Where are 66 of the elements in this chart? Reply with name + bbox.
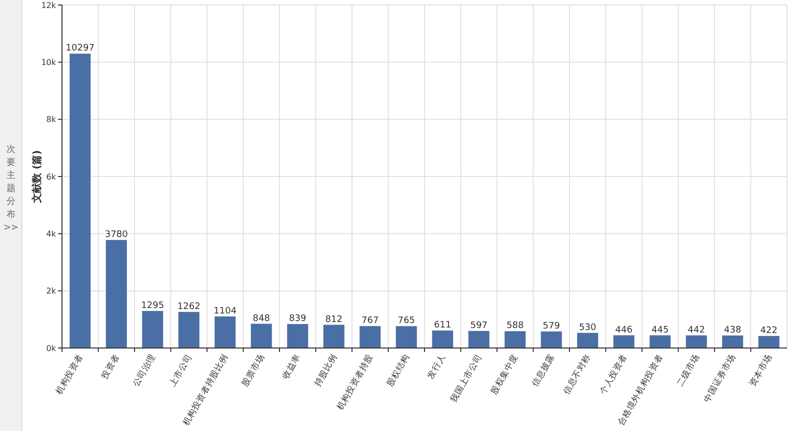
x-tick-label: 投资者 (98, 352, 122, 382)
bar (722, 335, 744, 348)
data-label: 530 (579, 322, 596, 333)
bar (650, 335, 671, 348)
bar (468, 330, 490, 348)
data-label: 765 (398, 316, 415, 326)
bar (540, 331, 562, 348)
bar (70, 54, 91, 348)
bar (287, 324, 308, 348)
x-tick-label: 股票市场 (239, 352, 267, 389)
data-label: 438 (724, 325, 742, 336)
x-tick-label: 信息不对称 (561, 352, 594, 396)
bar (686, 335, 707, 348)
bar (758, 336, 780, 348)
data-label: 839 (289, 314, 306, 324)
y-tick-label: 2k (46, 286, 56, 296)
y-axis-title: 文献数 (篇) (31, 150, 43, 204)
data-label: 588 (506, 321, 524, 332)
y-tick-label: 12k (41, 0, 56, 10)
x-tick-label: 公司治理 (130, 352, 158, 389)
bar (106, 240, 127, 348)
x-tick-label: 资本市场 (746, 352, 774, 389)
x-tick-label: 中国证券市场 (702, 352, 738, 404)
bar (142, 310, 164, 348)
y-tick-label: 10k (41, 58, 56, 67)
data-label: 442 (688, 325, 705, 336)
text: 次要主题分布 >> (3, 144, 19, 233)
x-tick-label: 个人投资者 (597, 352, 630, 396)
data-label: 848 (252, 314, 270, 324)
bar (432, 330, 454, 348)
bar (613, 335, 634, 348)
x-tick-label: 信息披露 (529, 352, 557, 389)
y-tick-label: 8k (46, 115, 56, 124)
x-tick-label: 收益率 (280, 352, 304, 381)
data-label: 3780 (104, 230, 128, 240)
x-tick-label: 机构投资者 (54, 352, 86, 396)
data-label: 767 (362, 316, 379, 326)
x-tick-label: 股权集中度 (488, 352, 521, 396)
bar (323, 324, 344, 348)
bar (178, 312, 200, 348)
bar (360, 326, 381, 348)
x-tick-label: 股权结构 (384, 352, 412, 389)
data-label: 579 (542, 321, 560, 332)
data-label: 446 (615, 325, 633, 336)
data-label: 597 (470, 320, 488, 331)
data-label: 10297 (66, 44, 94, 54)
bar (504, 331, 526, 348)
y-tick-label: 6k (46, 172, 56, 182)
y-tick-label: 0k (46, 344, 56, 353)
x-tick-label: 我国上市公司 (448, 352, 484, 404)
data-label: 1262 (177, 302, 200, 312)
data-label: 611 (434, 320, 452, 331)
x-tick-label: 上市公司 (166, 352, 194, 389)
y-tick-label: 4k (46, 229, 56, 238)
bar (214, 316, 236, 348)
bar (396, 326, 417, 348)
x-tick-label: 二级市场 (674, 352, 702, 389)
data-label: 1295 (141, 300, 164, 311)
bar (577, 332, 598, 348)
data-label: 1104 (214, 306, 237, 316)
data-label: 422 (760, 326, 778, 336)
data-label: 445 (652, 325, 669, 336)
x-tick-label: 持股比例 (312, 352, 340, 389)
data-label: 812 (325, 314, 342, 325)
bar (250, 324, 272, 348)
x-tick-label: 发行人 (425, 352, 448, 381)
